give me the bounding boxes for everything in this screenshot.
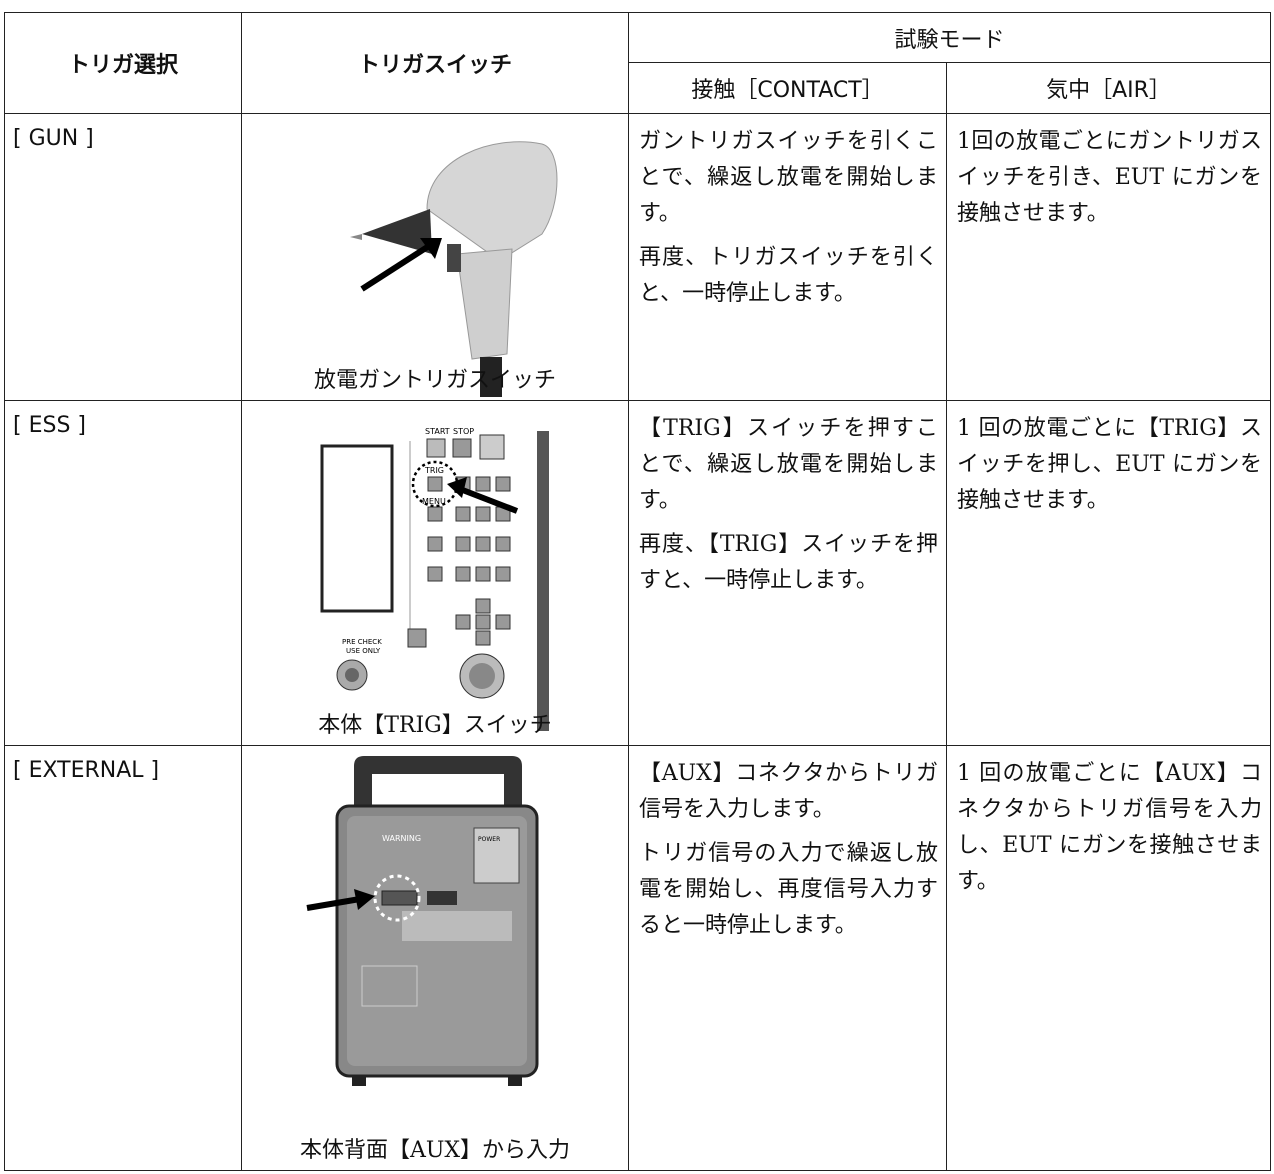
image-caption: 本体背面【AUX】から入力 <box>299 1138 571 1163</box>
panel-label: STOP <box>453 427 474 436</box>
paragraph: 【TRIG】スイッチを押すことで、繰返し放電を開始します。 <box>639 416 938 513</box>
header-cell: 接触［CONTACT］ <box>628 62 947 114</box>
panel-label: START <box>425 427 450 436</box>
paragraph: ガントリガスイッチを引くことで、繰返し放電を開始します。 <box>639 129 938 226</box>
panel-label: POWER <box>478 836 500 843</box>
image-caption: 放電ガントリガスイッチ <box>313 368 556 393</box>
air-cell: 1 回の放電ごとに【AUX】コネクタからトリガ信号を入力し、EUT にガンを接触… <box>945 745 1272 1171</box>
panel-label: PRE CHECK <box>342 638 382 646</box>
header-cell: トリガスイッチ <box>241 12 629 114</box>
air-cell: 1回の放電ごとにガントリガスイッチを引き、EUT にガンを接触させます。 <box>945 113 1272 401</box>
header-cell: 気中［AIR］ <box>945 62 1272 114</box>
header-cell: トリガ選択 <box>4 12 242 114</box>
trigger-cell: [ ESS ] <box>4 400 242 746</box>
paragraph: 1 回の放電ごとに【AUX】コネクタからトリガ信号を入力し、EUT にガンを接触… <box>957 761 1263 894</box>
image-cell: WARNING POWER 本体背面【AUX】から入力 <box>241 745 629 1171</box>
contact-cell: ガントリガスイッチを引くことで、繰返し放電を開始します。再度、トリガスイッチを引… <box>628 113 947 401</box>
trigger-cell: [ EXTERNAL ] <box>4 745 242 1171</box>
header-cell: 試験モード <box>627 12 1272 63</box>
contact-cell: 【TRIG】スイッチを押すことで、繰返し放電を開始します。再度、【TRIG】スイ… <box>628 400 947 746</box>
paragraph: 再度、トリガスイッチを引くと、一時停止します。 <box>639 245 938 306</box>
panel-label: TRIG <box>424 466 444 475</box>
paragraph: 再度、【TRIG】スイッチを押すと、一時停止します。 <box>639 532 938 593</box>
panel-label: MENU <box>422 497 446 506</box>
panel-label: WARNING <box>382 834 421 843</box>
image-cell: 放電ガントリガスイッチ <box>241 113 629 401</box>
image-caption: 本体【TRIG】スイッチ <box>318 713 552 738</box>
paragraph: トリガ信号の入力で繰返し放電を開始し、再度信号入力すると一時停止します。 <box>639 841 938 938</box>
panel-illustration: START STOP TRIG MENU PRE CHECK USE ONLY <box>320 427 549 731</box>
air-cell: 1 回の放電ごとに【TRIG】スイッチを押し、EUT にガンを接触させます。 <box>945 400 1272 746</box>
gun-illustration <box>350 141 558 397</box>
panel-label: USE ONLY <box>346 647 381 655</box>
trigger-table: トリガ選択 トリガスイッチ 試験モード 接触［CONTACT］ 気中［AIR］ … <box>4 12 1272 1171</box>
paragraph: 1 回の放電ごとに【TRIG】スイッチを押し、EUT にガンを接触させます。 <box>957 416 1263 513</box>
paragraph: 1回の放電ごとにガントリガスイッチを引き、EUT にガンを接触させます。 <box>957 129 1263 226</box>
trigger-cell: [ GUN ] <box>4 113 242 401</box>
image-cell: START STOP TRIG MENU PRE CHECK USE ONLY … <box>241 400 629 746</box>
paragraph: 【AUX】コネクタからトリガ信号を入力します。 <box>639 761 938 822</box>
contact-cell: 【AUX】コネクタからトリガ信号を入力します。トリガ信号の入力で繰返し放電を開始… <box>628 745 947 1171</box>
rear-illustration: WARNING POWER <box>306 756 539 1086</box>
